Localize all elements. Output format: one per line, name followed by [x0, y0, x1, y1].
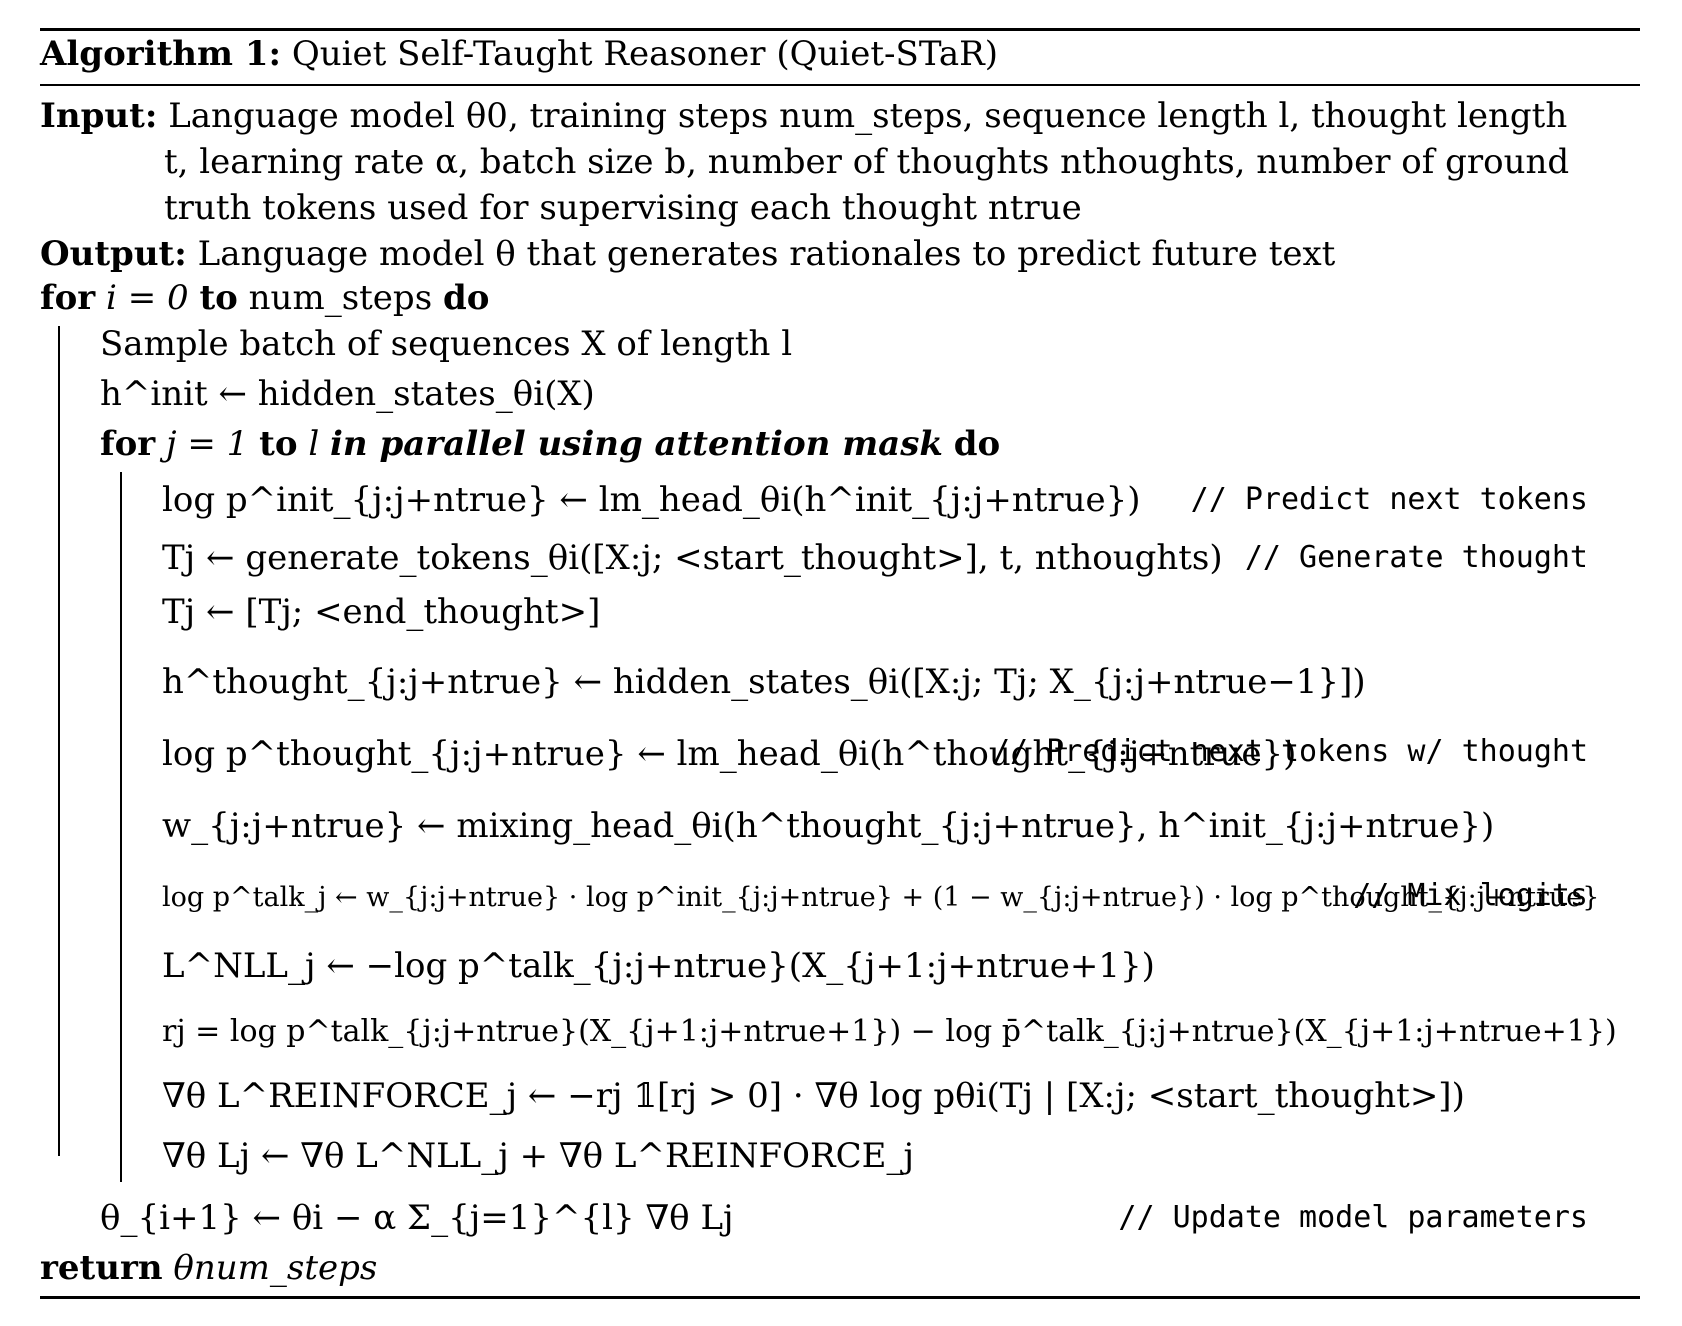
predict-thought-eq: log p^thought_{j:j+ntrue} ← lm_head_θi(h…: [162, 734, 1297, 774]
inner-line-8: L^NLL_j ← −log p^talk_{j:j+ntrue}(X_{j+1…: [162, 944, 1155, 988]
inner-line-3: Tj ← [Tj; <end_thought>]: [162, 590, 600, 634]
algorithm-title: Quiet Self-Taught Reasoner (Quiet-STaR): [291, 34, 998, 74]
do-keyword: do: [442, 278, 490, 318]
update-line: θ_{i+1} ← θi − α Σ_{j=1}^{l} ∇θ Lj: [100, 1196, 734, 1240]
inner-line-10: ∇θ L^REINFORCE_j ← −rj 𝟙[rj > 0] · ∇θ lo…: [162, 1074, 1465, 1118]
algorithm-label: Algorithm 1:: [40, 34, 282, 74]
output-line: Output: Language model θ that generates …: [40, 232, 1335, 276]
comment-generate: // Generate thought: [1244, 540, 1588, 575]
sample-text: Sample batch of sequences X of length l: [100, 324, 793, 364]
inner-to-keyword: to: [259, 424, 298, 464]
mixing-head-eq: w_{j:j+ntrue} ← mixing_head_θi(h^thought…: [162, 806, 1495, 846]
inner-line-1: log p^init_{j:j+ntrue} ← lm_head_θi(h^in…: [162, 478, 1141, 522]
generate-thought-eq: Tj ← generate_tokens_θi([X:j; <start_tho…: [162, 538, 1223, 578]
hinit-line: h^init ← hidden_states_θi(X): [100, 372, 595, 416]
output-label: Output:: [40, 234, 187, 274]
inner-line-11: ∇θ Lj ← ∇θ L^NLL_j + ∇θ L^REINFORCE_j: [162, 1134, 914, 1178]
to-keyword: to: [199, 278, 238, 318]
hidden-thought-eq: h^thought_{j:j+ntrue} ← hidden_states_θi…: [162, 662, 1366, 702]
inner-line-4: h^thought_{j:j+ntrue} ← hidden_states_θi…: [162, 660, 1366, 704]
inner-loop-bound: l: [308, 424, 320, 464]
reinforce-loss-eq: ∇θ L^REINFORCE_j ← −rj 𝟙[rj > 0] · ∇θ lo…: [162, 1076, 1465, 1116]
outer-loop-bound: num_steps: [248, 278, 433, 318]
comment-update: // Update model parameters: [1118, 1200, 1588, 1235]
end-thought-eq: Tj ← [Tj; <end_thought>]: [162, 592, 601, 632]
input-text-2: t, learning rate α, batch size b, number…: [164, 142, 1570, 182]
input-line-3: truth tokens used for supervising each t…: [164, 186, 1082, 230]
inner-for-line: for j = 1 to l in parallel using attenti…: [100, 422, 1000, 466]
inner-line-5: log p^thought_{j:j+ntrue} ← lm_head_θi(h…: [162, 732, 1296, 776]
input-text-3: truth tokens used for supervising each t…: [164, 188, 1082, 228]
return-value: θnum_steps: [173, 1248, 378, 1288]
outer-for-line: for i = 0 to num_steps do: [40, 276, 489, 320]
inner-loop-bar: [120, 472, 122, 1182]
input-text-1: Language model θ0, training steps num_st…: [168, 96, 1568, 136]
sample-line: Sample batch of sequences X of length l: [100, 322, 792, 366]
update-eq: θ_{i+1} ← θi − α Σ_{j=1}^{l} ∇θ Lj: [100, 1198, 734, 1238]
input-line-2: t, learning rate α, batch size b, number…: [164, 140, 1569, 184]
reward-eq: rj = log p^talk_{j:j+ntrue}(X_{j+1:j+ntr…: [162, 1014, 1617, 1049]
return-line: return θnum_steps: [40, 1246, 377, 1290]
inner-line-2: Tj ← generate_tokens_θi([X:j; <start_tho…: [162, 536, 1223, 580]
inner-do-keyword: do: [953, 424, 1001, 464]
predict-init-eq: log p^init_{j:j+ntrue} ← lm_head_θi(h^in…: [162, 480, 1141, 520]
input-line-1: Input: Language model θ0, training steps…: [40, 94, 1567, 138]
input-label: Input:: [40, 96, 158, 136]
inner-line-9: rj = log p^talk_{j:j+ntrue}(X_{j+1:j+ntr…: [162, 1010, 1617, 1054]
inner-parallel-text: in parallel using attention mask: [330, 424, 943, 464]
bottom-rule: [40, 1296, 1640, 1299]
nll-loss-eq: L^NLL_j ← −log p^talk_{j:j+ntrue}(X_{j+1…: [162, 946, 1155, 986]
outer-loop-bar: [58, 326, 60, 1156]
inner-loop-cond: j = 1: [166, 424, 249, 464]
output-text: Language model θ that generates rational…: [197, 234, 1336, 274]
inner-line-6: w_{j:j+ntrue} ← mixing_head_θi(h^thought…: [162, 804, 1494, 848]
hinit-text: h^init ← hidden_states_θi(X): [100, 374, 595, 414]
for-keyword: for: [40, 278, 96, 318]
outer-loop-cond: i = 0: [106, 278, 189, 318]
inner-line-7: log p^talk_j ← w_{j:j+ntrue} · log p^ini…: [162, 876, 1599, 920]
mix-logits-eq: log p^talk_j ← w_{j:j+ntrue} · log p^ini…: [162, 882, 1600, 913]
inner-for-keyword: for: [100, 424, 156, 464]
return-keyword: return: [40, 1248, 163, 1288]
algorithm-header: Algorithm 1: Quiet Self-Taught Reasoner …: [40, 32, 998, 76]
comment-mix: // Mix logits: [1353, 878, 1588, 913]
comment-predict-thought: // Predict next tokens w/ thought: [991, 734, 1588, 769]
header-rule: [40, 84, 1640, 86]
top-rule: [40, 28, 1640, 31]
total-grad-eq: ∇θ Lj ← ∇θ L^NLL_j + ∇θ L^REINFORCE_j: [162, 1136, 915, 1176]
comment-predict: // Predict next tokens: [1190, 482, 1588, 517]
